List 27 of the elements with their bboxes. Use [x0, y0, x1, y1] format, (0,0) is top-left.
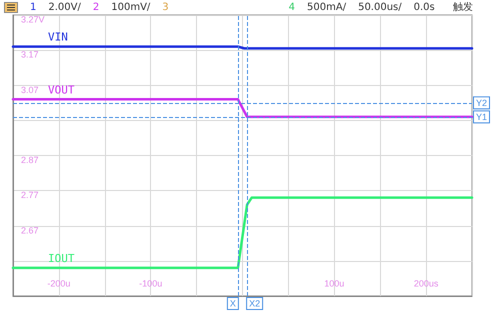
text: 4: [288, 2, 296, 12]
ref-line-label: X2: [249, 298, 260, 308]
text: 50.00us/: [358, 2, 402, 12]
x-tick-label: -100u: [139, 278, 162, 288]
text: 3: [162, 2, 169, 12]
text: 2.00V/: [48, 2, 81, 12]
text: 触发: [452, 1, 473, 14]
y-tick-label: 3.17: [21, 50, 39, 60]
y-tick-label: 3.27V: [21, 14, 45, 24]
y-tick-label: 2.67: [21, 225, 39, 236]
x-tick-label: 200us: [414, 278, 439, 288]
ref-line-label: Y1: [476, 112, 488, 122]
series-label: VOUT: [48, 83, 75, 96]
y-tick-label: 2.77: [21, 190, 39, 200]
ref-line-label: X: [230, 298, 236, 308]
x-tick-label: -200u: [47, 278, 70, 288]
series-label: IOUT: [48, 252, 75, 265]
text: 100mV/: [111, 2, 150, 12]
ref-line-label: Y2: [476, 98, 488, 108]
text: 1: [30, 2, 36, 12]
y-tick-label: 2.87: [21, 155, 39, 165]
series-label: VIN: [48, 30, 68, 44]
text: 0.0s: [414, 2, 435, 12]
text: 500mA/: [307, 2, 346, 12]
y-tick-label: 3.07: [21, 84, 39, 95]
text: 2: [92, 2, 100, 12]
x-tick-label: 100u: [324, 278, 344, 288]
